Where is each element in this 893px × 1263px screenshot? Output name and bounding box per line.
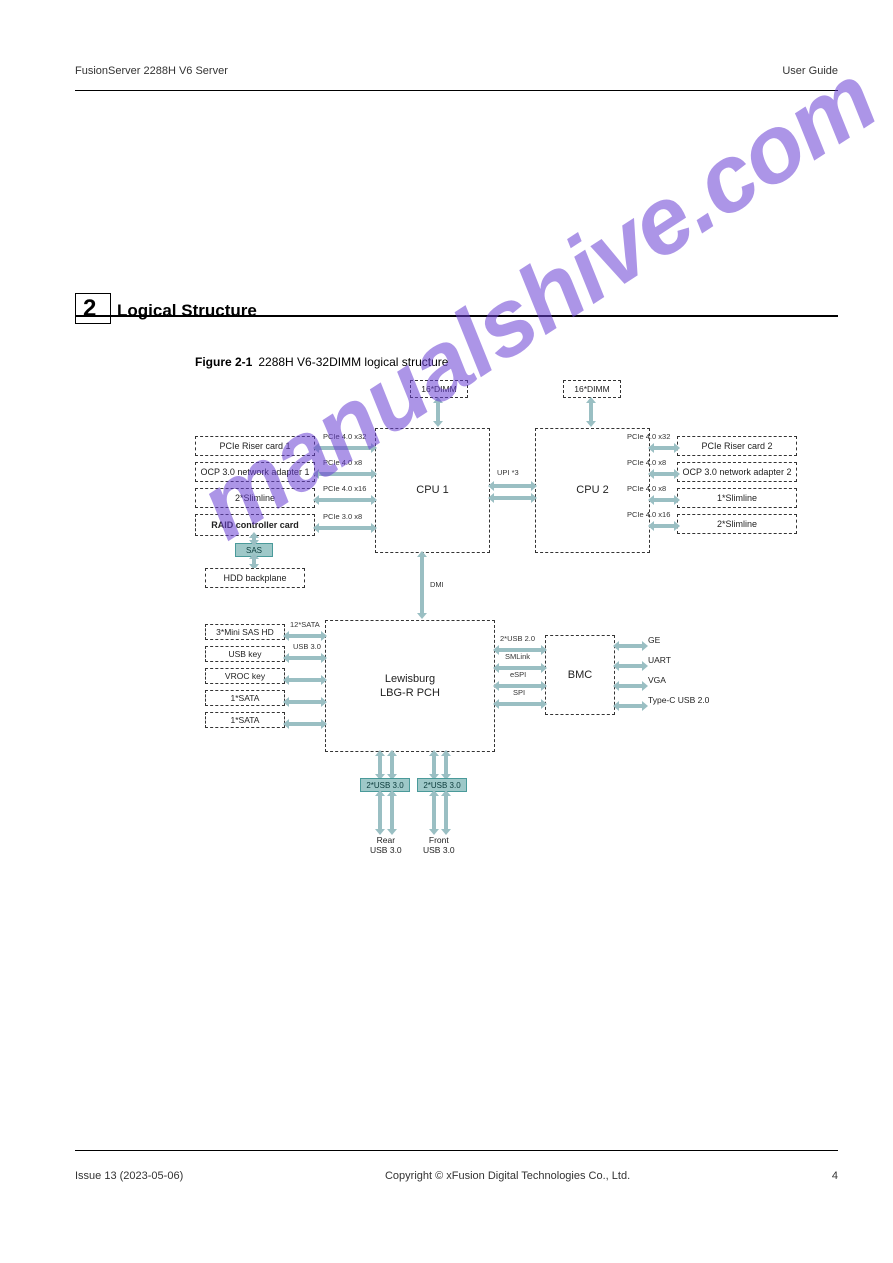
arrow [252, 558, 256, 565]
arrow [589, 402, 593, 422]
bus [288, 718, 322, 730]
divider [75, 90, 838, 91]
slim2b-box: 2*Slimline [677, 514, 797, 534]
divider [75, 315, 838, 317]
ocp2-box: OCP 3.0 network adapter 2 [677, 462, 797, 482]
dimm1-box: 16*DIMM [410, 380, 468, 398]
slim1-box: 1*Slimline [677, 488, 797, 508]
bus [318, 442, 372, 454]
bus [318, 494, 372, 506]
sata1b-box: 1*SATA [205, 712, 285, 728]
lbl: SPI [513, 688, 525, 697]
upi-bus [493, 492, 532, 504]
bus [318, 522, 372, 534]
footer-issue: Issue 13 (2023-05-06) [75, 1170, 183, 1182]
usbkey-box: USB key [205, 646, 285, 662]
bus [653, 520, 675, 532]
lbl: 2*USB 2.0 [500, 634, 535, 643]
arrow [444, 755, 448, 775]
bus [653, 442, 675, 454]
block-diagram: 16*DIMM 16*DIMM CPU 1 CPU 2 UPI *3 PCIe … [195, 380, 797, 890]
cpu1-box: CPU 1 [375, 428, 490, 553]
lbl: USB 3.0 [293, 642, 321, 651]
arrow [252, 537, 256, 541]
lbl: PCIe 4.0 x8 [627, 484, 666, 493]
lbl: PCIe 4.0 x16 [323, 484, 366, 493]
header-left: FusionServer 2288H V6 Server [75, 65, 228, 77]
bus [288, 696, 322, 708]
lbl: 12*SATA [290, 620, 320, 629]
footer: Issue 13 (2023-05-06) Copyright © xFusio… [75, 1170, 838, 1182]
ocp1-box: OCP 3.0 network adapter 1 [195, 462, 315, 482]
vroc-box: VROC key [205, 668, 285, 684]
upi-bus [493, 480, 532, 492]
bus [653, 494, 675, 506]
bus [618, 640, 643, 652]
bus [288, 630, 322, 642]
lbl: PCIe 4.0 x32 [323, 432, 366, 441]
bus [618, 680, 643, 692]
page-header: FusionServer 2288H V6 Server User Guide [75, 65, 838, 77]
riser1-box: PCIe Riser card 1 [195, 436, 315, 456]
bus [618, 700, 643, 712]
divider [75, 1150, 838, 1151]
bus [618, 660, 643, 672]
header-right: User Guide [782, 65, 838, 77]
footer-copyright: Copyright © xFusion Digital Technologies… [385, 1170, 630, 1182]
bus [498, 698, 542, 710]
arrow [432, 755, 436, 775]
vga-label: VGA [648, 675, 666, 685]
dmi-bus [420, 556, 424, 614]
figure-caption: Figure 2-12288H V6-32DIMM logical struct… [195, 355, 448, 369]
lbl: PCIe 4.0 x8 [627, 458, 666, 467]
arrow [378, 795, 382, 830]
arrow [432, 795, 436, 830]
dimm2-box: 16*DIMM [563, 380, 621, 398]
lbl: PCIe 4.0 x32 [627, 432, 670, 441]
dmi-label: DMI [430, 580, 444, 589]
bus [653, 468, 675, 480]
lbl: PCIe 4.0 x8 [323, 458, 362, 467]
uart-label: UART [648, 655, 671, 665]
arrow [436, 402, 440, 422]
sas3-box: 3*Mini SAS HD [205, 624, 285, 640]
bus [288, 652, 322, 664]
pch-box: Lewisburg LBG-R PCH [325, 620, 495, 752]
bus [288, 674, 322, 686]
arrow [390, 755, 394, 775]
lbl: PCIe 3.0 x8 [323, 512, 362, 521]
ge-label: GE [648, 635, 660, 645]
lbl: eSPI [510, 670, 526, 679]
bmc-box: BMC [545, 635, 615, 715]
lbl: PCIe 4.0 x16 [627, 510, 670, 519]
riser2-box: PCIe Riser card 2 [677, 436, 797, 456]
typec-label: Type-C USB 2.0 [648, 695, 709, 705]
usb-chip-a: 2*USB 3.0 [360, 778, 410, 792]
hdd-box: HDD backplane [205, 568, 305, 588]
arrow [390, 795, 394, 830]
front-usb-label: Front USB 3.0 [423, 835, 455, 855]
slim2a-box: 2*Slimline [195, 488, 315, 508]
sata1a-box: 1*SATA [205, 690, 285, 706]
arrow [378, 755, 382, 775]
lbl: SMLink [505, 652, 530, 661]
arrow [444, 795, 448, 830]
rear-usb-label: Rear USB 3.0 [370, 835, 402, 855]
bus [318, 468, 372, 480]
footer-page: 4 [832, 1170, 838, 1182]
upi-label: UPI *3 [497, 468, 519, 477]
section-heading: 2 Logical Structure [75, 295, 257, 323]
